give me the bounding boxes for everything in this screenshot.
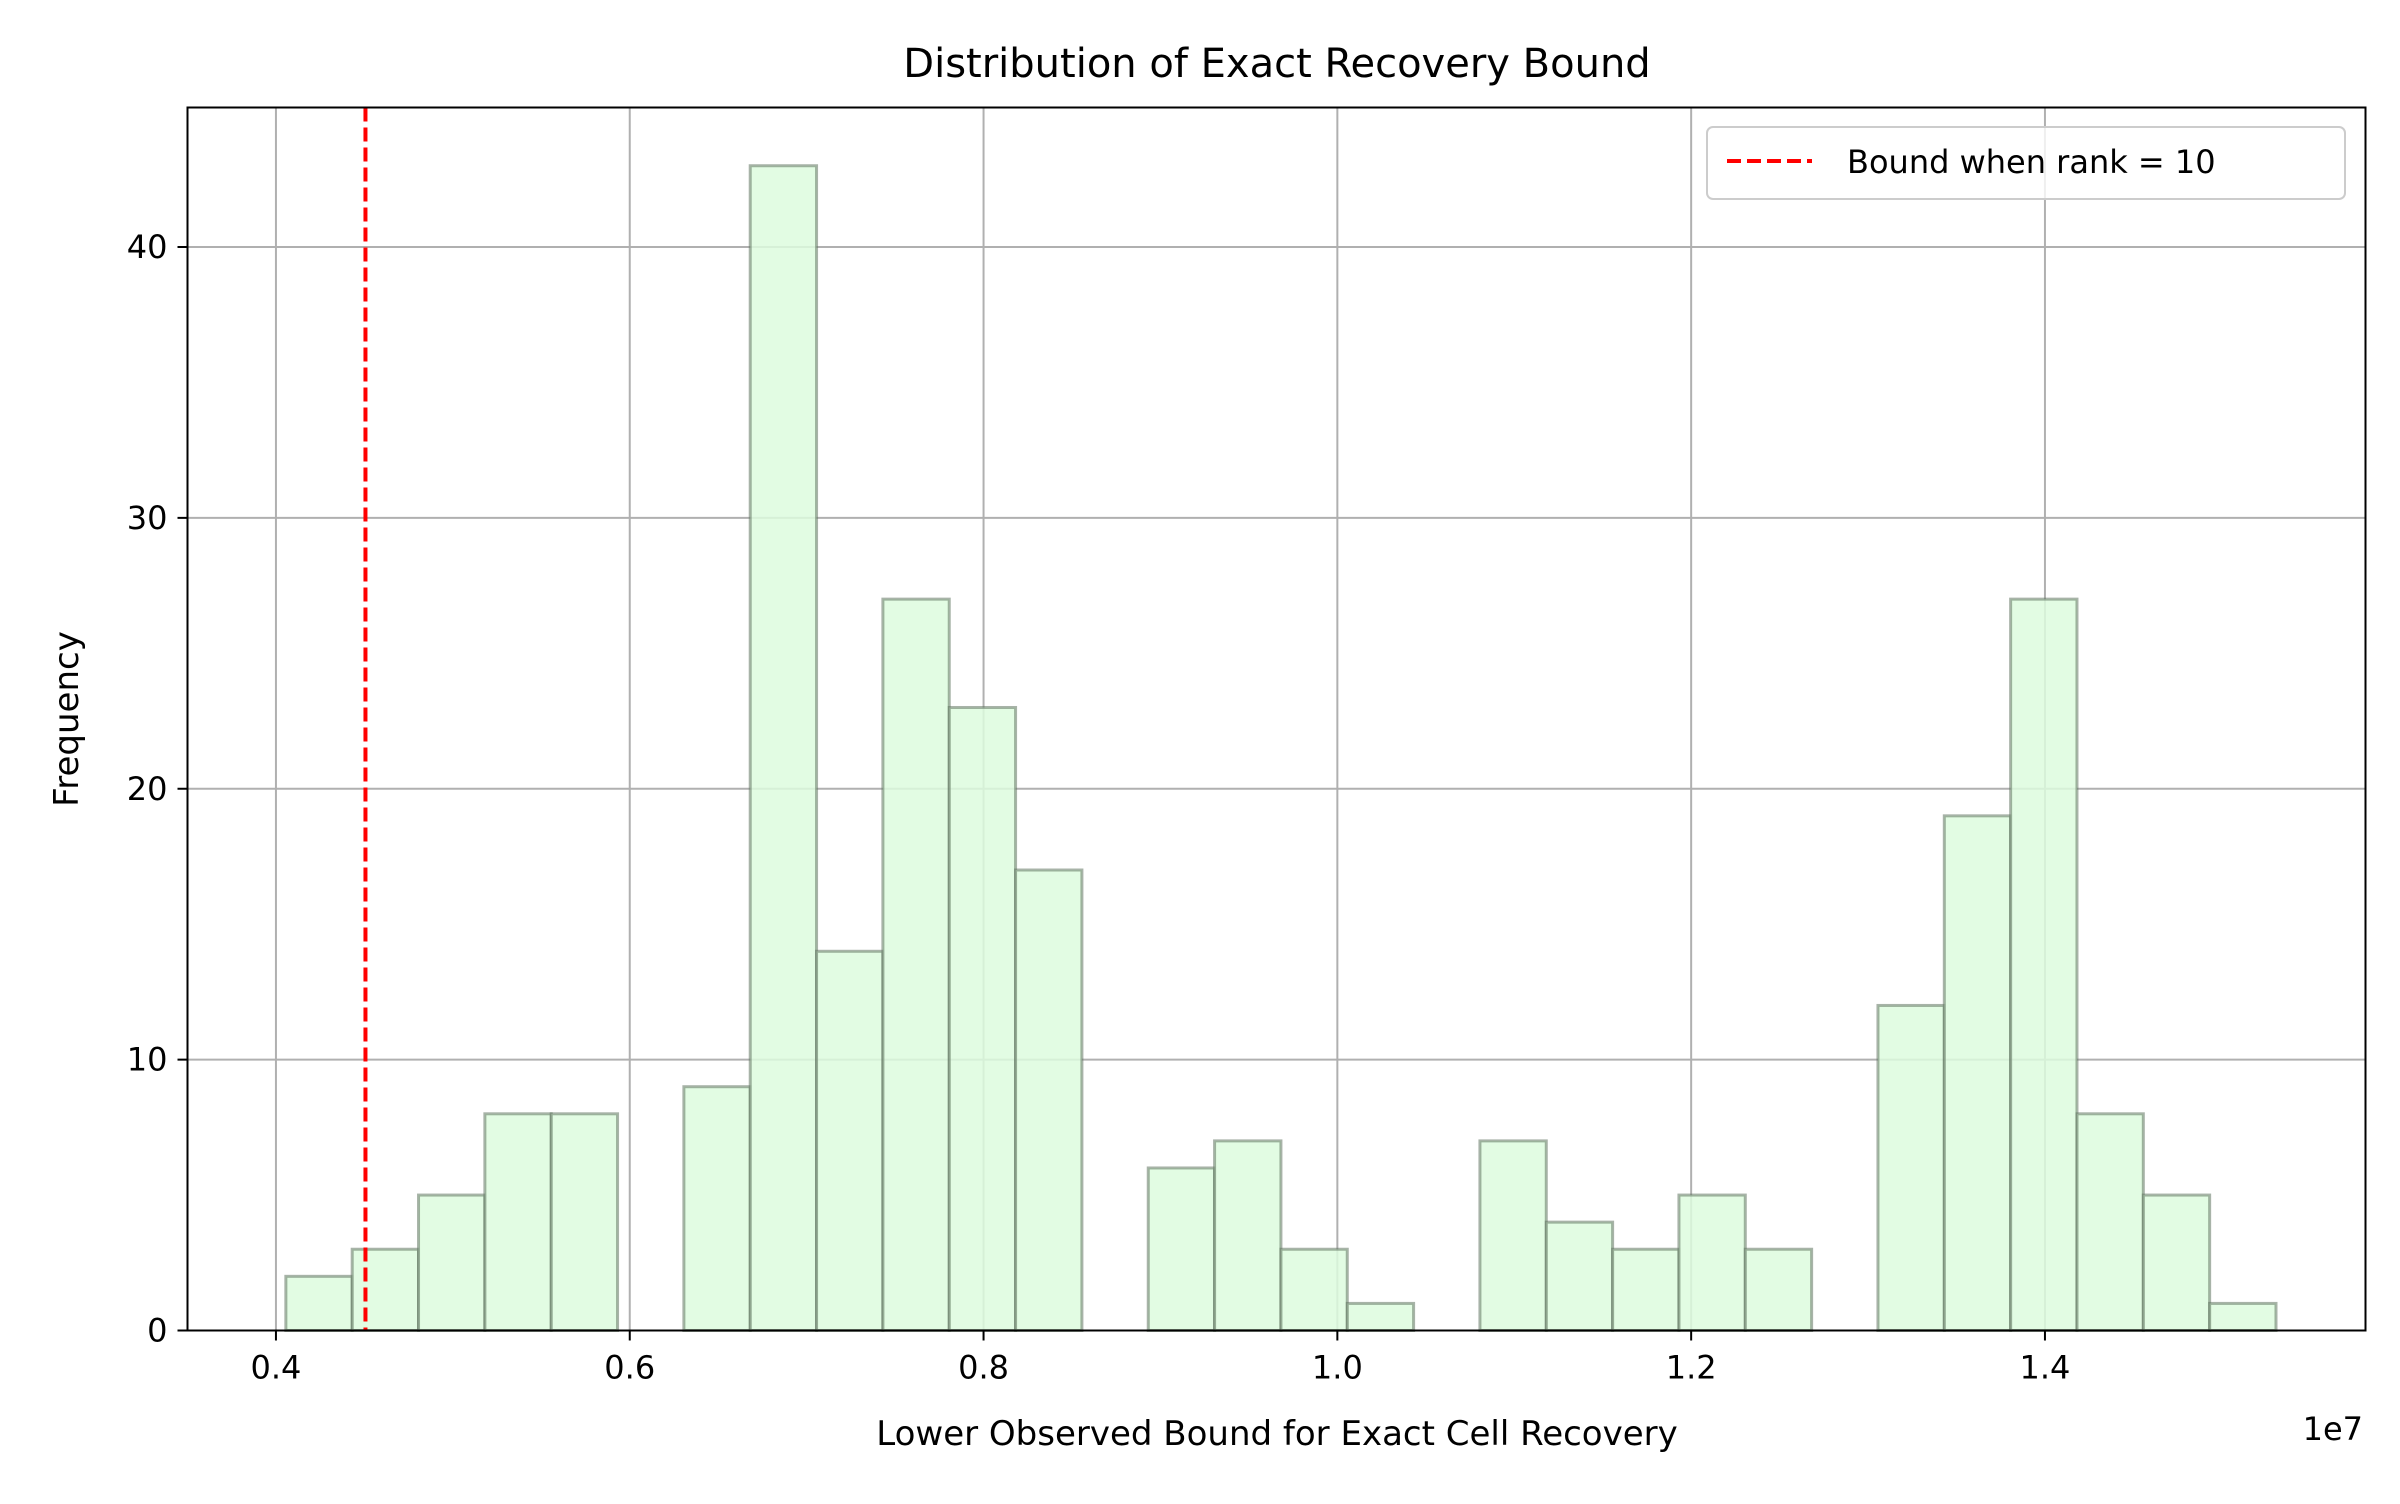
histogram-bar [815, 949, 885, 1332]
histogram-bar [2141, 1193, 2212, 1333]
histogram-bar [2075, 1112, 2145, 1333]
y-axis-label: Frequency [47, 631, 87, 807]
histogram-bar [1213, 1139, 1283, 1332]
histogram-bar [1014, 868, 1084, 1333]
x-tick-label: 1.4 [2020, 1349, 2071, 1387]
y-tick-label: 0 [147, 1312, 167, 1350]
y-tick-label: 10 [127, 1041, 168, 1079]
x-tick-label: 0.8 [958, 1349, 1009, 1387]
x-axis-label: Lower Observed Bound for Exact Cell Reco… [876, 1414, 1678, 1454]
histogram-bar [1942, 814, 2013, 1332]
y-tick-label: 40 [127, 228, 168, 266]
histogram-bar [947, 705, 1018, 1332]
x-tick-label: 0.4 [251, 1349, 302, 1387]
y-axis-ticks: 0 10 20 30 40 [127, 228, 188, 1350]
histogram-bar [1478, 1139, 1548, 1332]
y-tick-label: 20 [127, 770, 168, 808]
histogram-bar [1544, 1220, 1615, 1332]
histogram-bar [483, 1112, 553, 1333]
histogram-bar [1279, 1247, 1349, 1333]
legend: Bound when rank = 10 [1706, 126, 2346, 200]
histogram-bar [284, 1274, 354, 1333]
chart-title: Distribution of Exact Recovery Bound [903, 41, 1650, 87]
x-tick-label: 1.2 [1666, 1349, 1717, 1387]
plot-area-frame [186, 106, 2367, 1332]
histogram-bar [1146, 1166, 1217, 1333]
histogram-bar [2208, 1301, 2278, 1332]
histogram-bar [1743, 1247, 1814, 1333]
histogram-bar [748, 164, 819, 1333]
histogram-bar [2009, 597, 2079, 1332]
x-axis-ticks: 0.4 0.6 0.8 1.0 1.2 1.4 [251, 1330, 2071, 1387]
histogram-bar [682, 1085, 752, 1333]
histogram-bar [549, 1112, 620, 1333]
legend-frame [1706, 126, 2346, 200]
x-axis-offset-label: 1e7 [2303, 1410, 2363, 1448]
histogram-bar [1677, 1193, 1747, 1333]
histogram-bar [350, 1247, 421, 1333]
x-tick-label: 1.0 [1312, 1349, 1363, 1387]
y-tick-label: 30 [127, 499, 168, 537]
histogram-bar [1876, 1003, 1946, 1333]
histogram-bar [1345, 1301, 1416, 1332]
histogram-bar [417, 1193, 487, 1333]
legend-entry-label: Bound when rank = 10 [1847, 143, 2216, 181]
histogram-bars [284, 164, 2278, 1333]
histogram-bar [881, 597, 951, 1332]
histogram-bar [1611, 1247, 1681, 1333]
x-tick-label: 0.6 [604, 1349, 655, 1387]
